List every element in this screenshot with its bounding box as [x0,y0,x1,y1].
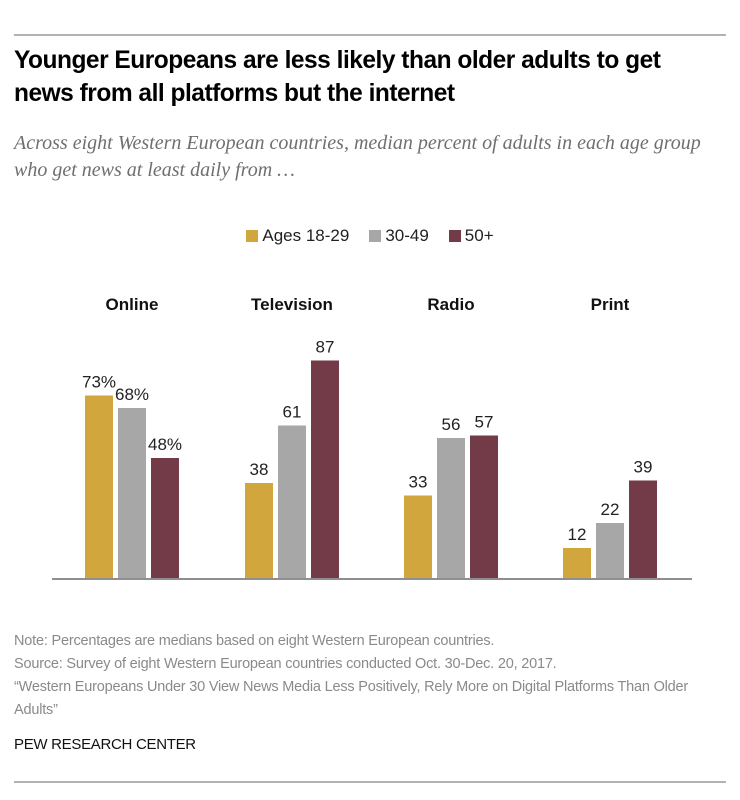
legend-label: 30-49 [385,226,429,245]
legend-label: Ages 18-29 [262,226,350,245]
legend-item-18-29: Ages 18-29 [246,226,349,246]
source-text: Source: Survey of eight Western European… [14,656,557,672]
legend-swatch-30-49 [369,230,382,242]
category-label-online: Online [106,295,159,314]
bar-television-1 [278,425,306,578]
data-label: 48% [148,435,182,454]
data-label: 38 [250,460,269,479]
bar-online-2 [151,458,179,578]
data-label: 68% [115,385,149,404]
category-label-radio: Radio [427,295,474,314]
data-label: 57 [475,413,494,432]
legend-swatch-18-29 [246,230,259,242]
bottom-divider [14,781,726,783]
bar-print-0 [563,548,591,578]
top-divider [14,34,726,36]
data-label: 73% [82,373,116,392]
data-label: 39 [634,458,653,477]
legend: Ages 18-29 30-49 50+ [0,226,740,246]
bar-television-2 [311,360,339,578]
brand-label: PEW RESEARCH CENTER [14,736,196,753]
category-label-print: Print [591,295,630,314]
report-title: “Western Europeans Under 30 View News Me… [14,679,689,718]
data-label: 87 [316,338,335,357]
bar-television-0 [245,483,273,578]
data-label: 22 [601,500,620,519]
bar-online-1 [118,408,146,578]
legend-item-50-plus: 50+ [448,226,494,246]
bar-chart: Online 73%68% 48% Television 38 61 87 Radio 33 56… [52,295,692,580]
bar-online-0 [85,395,113,578]
data-label: 12 [568,525,587,544]
category-label-television: Television [251,295,333,314]
legend-label: 50+ [464,226,494,245]
legend-swatch-50-plus [448,230,461,242]
footnotes: Note: Percentages are medians based on e… [14,630,726,722]
chart-subtitle: Across eight Western European countries,… [14,132,701,181]
chart-title: Younger Europeans are less likely than o… [14,46,661,107]
data-label: 61 [283,403,302,422]
data-label: 56 [442,415,461,434]
bar-print-2 [629,480,657,578]
note-text: Note: Percentages are medians based on e… [14,633,495,649]
bar-print-1 [596,523,624,578]
bar-radio-0 [404,495,432,578]
legend-item-30-49: 30-49 [369,226,429,246]
data-label: 33 [409,473,428,492]
bar-radio-1 [437,438,465,578]
bar-radio-2 [470,435,498,578]
